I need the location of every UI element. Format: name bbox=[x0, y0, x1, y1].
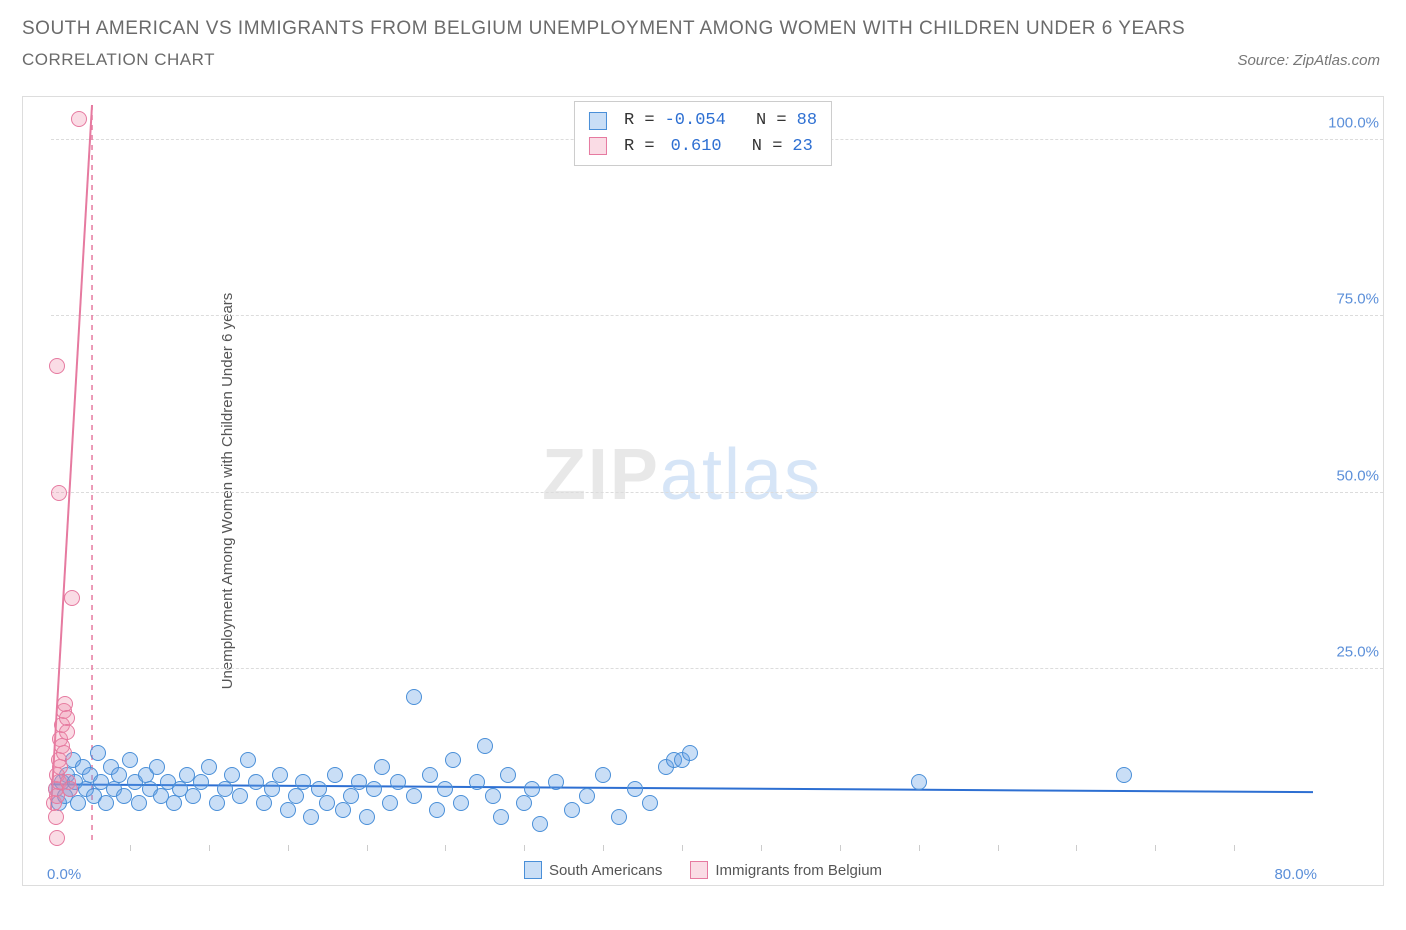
legend-swatch-a bbox=[589, 112, 607, 130]
data-point-south_americans bbox=[453, 795, 469, 811]
correlation-legend: R = -0.054 N = 88 R = 0.610 N = 23 bbox=[574, 101, 832, 166]
data-point-south_americans bbox=[303, 809, 319, 825]
data-point-south_americans bbox=[477, 738, 493, 754]
legend-swatch-b bbox=[589, 137, 607, 155]
data-point-south_americans bbox=[382, 795, 398, 811]
data-point-south_americans bbox=[240, 752, 256, 768]
data-point-immigrants_belgium bbox=[49, 830, 65, 846]
chart-subtitle: CORRELATION CHART bbox=[22, 50, 215, 70]
series-legend-item-a: South Americans bbox=[524, 861, 662, 879]
legend-R-label-b: R = bbox=[624, 134, 655, 160]
data-point-south_americans bbox=[627, 781, 643, 797]
data-point-south_americans bbox=[166, 795, 182, 811]
data-point-south_americans bbox=[327, 767, 343, 783]
data-point-south_americans bbox=[98, 795, 114, 811]
legend-R-value-b: 0.610 bbox=[671, 134, 722, 160]
series-swatch-a bbox=[524, 861, 542, 879]
data-point-south_americans bbox=[111, 767, 127, 783]
data-point-immigrants_belgium bbox=[56, 745, 72, 761]
data-point-south_americans bbox=[1116, 767, 1132, 783]
plot-area: ZIPatlas 25.0%50.0%75.0%100.0% bbox=[51, 105, 1313, 845]
legend-R-value-a: -0.054 bbox=[665, 108, 726, 134]
data-point-immigrants_belgium bbox=[48, 809, 64, 825]
data-point-south_americans bbox=[288, 788, 304, 804]
legend-N-value-a: 88 bbox=[797, 108, 817, 134]
trend-overlay bbox=[51, 105, 1313, 845]
data-point-south_americans bbox=[335, 802, 351, 818]
data-point-south_americans bbox=[248, 774, 264, 790]
data-point-south_americans bbox=[564, 802, 580, 818]
y-tick-label: 75.0% bbox=[1336, 291, 1379, 308]
legend-N-label-b: N = bbox=[752, 134, 783, 160]
data-point-south_americans bbox=[264, 781, 280, 797]
series-label-b: Immigrants from Belgium bbox=[715, 862, 882, 879]
series-legend: South Americans Immigrants from Belgium bbox=[23, 861, 1383, 879]
data-point-south_americans bbox=[406, 788, 422, 804]
data-point-south_americans bbox=[532, 816, 548, 832]
data-point-south_americans bbox=[682, 745, 698, 761]
data-point-south_americans bbox=[90, 745, 106, 761]
data-point-south_americans bbox=[209, 795, 225, 811]
data-point-immigrants_belgium bbox=[71, 111, 87, 127]
data-point-south_americans bbox=[272, 767, 288, 783]
data-point-south_americans bbox=[485, 788, 501, 804]
data-point-south_americans bbox=[122, 752, 138, 768]
data-point-immigrants_belgium bbox=[64, 590, 80, 606]
data-point-south_americans bbox=[500, 767, 516, 783]
data-point-south_americans bbox=[343, 788, 359, 804]
data-point-south_americans bbox=[406, 689, 422, 705]
data-point-south_americans bbox=[445, 752, 461, 768]
data-point-south_americans bbox=[116, 788, 132, 804]
chart-title: SOUTH AMERICAN VS IMMIGRANTS FROM BELGIU… bbox=[22, 18, 1384, 40]
data-point-south_americans bbox=[390, 774, 406, 790]
data-point-south_americans bbox=[524, 781, 540, 797]
y-tick-label: 100.0% bbox=[1328, 115, 1379, 132]
source-label: Source: ZipAtlas.com bbox=[1237, 52, 1384, 69]
data-point-immigrants_belgium bbox=[59, 724, 75, 740]
data-point-south_americans bbox=[131, 795, 147, 811]
data-point-south_americans bbox=[911, 774, 927, 790]
legend-R-label-a: R = bbox=[624, 108, 655, 134]
data-point-immigrants_belgium bbox=[62, 781, 78, 797]
data-point-south_americans bbox=[548, 774, 564, 790]
data-point-south_americans bbox=[295, 774, 311, 790]
y-tick-label: 50.0% bbox=[1336, 467, 1379, 484]
data-point-south_americans bbox=[201, 759, 217, 775]
data-point-south_americans bbox=[611, 809, 627, 825]
data-point-south_americans bbox=[516, 795, 532, 811]
data-point-south_americans bbox=[493, 809, 509, 825]
data-point-south_americans bbox=[579, 788, 595, 804]
data-point-south_americans bbox=[429, 802, 445, 818]
data-point-south_americans bbox=[351, 774, 367, 790]
data-point-south_americans bbox=[595, 767, 611, 783]
legend-row-series-b: R = 0.610 N = 23 bbox=[589, 134, 817, 160]
data-point-south_americans bbox=[374, 759, 390, 775]
data-point-south_americans bbox=[217, 781, 233, 797]
y-tick-label: 25.0% bbox=[1336, 643, 1379, 660]
legend-row-series-a: R = -0.054 N = 88 bbox=[589, 108, 817, 134]
data-point-south_americans bbox=[256, 795, 272, 811]
legend-N-label-a: N = bbox=[756, 108, 787, 134]
data-point-south_americans bbox=[193, 774, 209, 790]
data-point-south_americans bbox=[185, 788, 201, 804]
data-point-immigrants_belgium bbox=[49, 358, 65, 374]
data-point-south_americans bbox=[422, 767, 438, 783]
chart-container: Unemployment Among Women with Children U… bbox=[22, 96, 1384, 886]
data-point-south_americans bbox=[469, 774, 485, 790]
data-point-south_americans bbox=[642, 795, 658, 811]
data-point-south_americans bbox=[224, 767, 240, 783]
data-point-south_americans bbox=[437, 781, 453, 797]
series-legend-item-b: Immigrants from Belgium bbox=[690, 861, 882, 879]
data-point-south_americans bbox=[359, 809, 375, 825]
data-point-immigrants_belgium bbox=[51, 485, 67, 501]
data-point-south_americans bbox=[366, 781, 382, 797]
data-point-south_americans bbox=[232, 788, 248, 804]
data-point-south_americans bbox=[319, 795, 335, 811]
data-point-south_americans bbox=[280, 802, 296, 818]
legend-N-value-b: 23 bbox=[792, 134, 812, 160]
series-label-a: South Americans bbox=[549, 862, 662, 879]
data-point-south_americans bbox=[149, 759, 165, 775]
data-point-south_americans bbox=[70, 795, 86, 811]
series-swatch-b bbox=[690, 861, 708, 879]
